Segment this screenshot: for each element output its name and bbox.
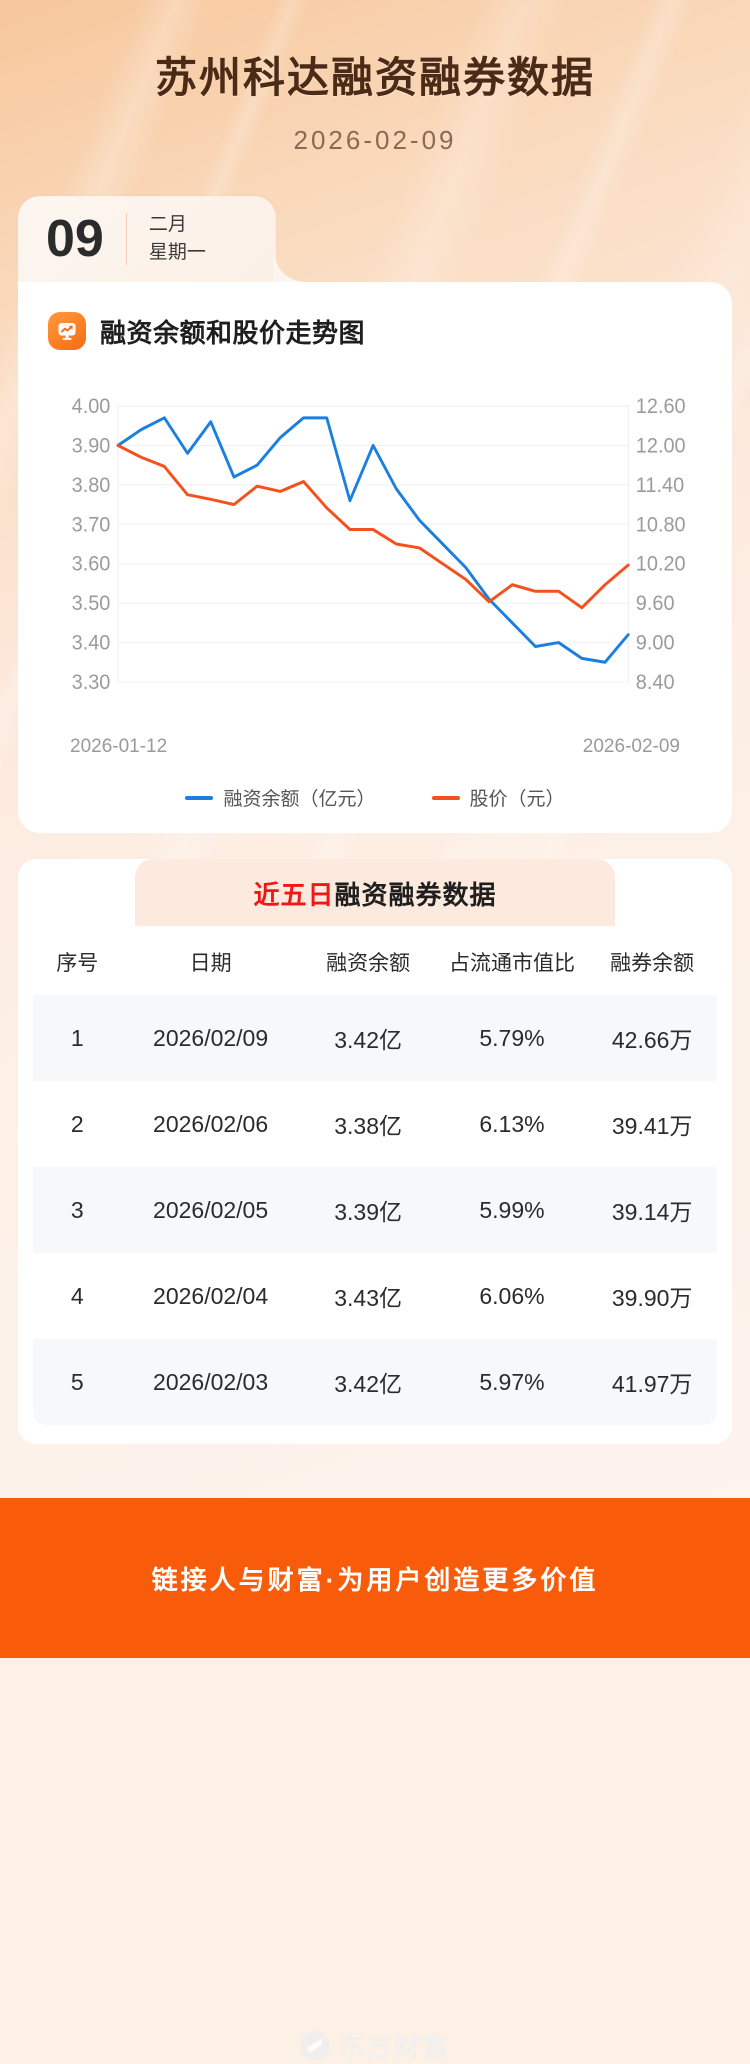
row-financing-balance: 3.42亿 [299,1339,437,1425]
y-axis-right-tick: 12.00 [636,434,686,458]
row-securities-balance: 42.66万 [587,995,717,1081]
row-index: 5 [33,1339,122,1425]
table-row: 4 2026/02/04 3.43亿 6.06% 39.90万 [33,1253,717,1339]
date-meta: 二月 星期一 [127,211,206,266]
row-securities-balance: 39.14万 [587,1167,717,1253]
column-header-securities-balance: 融券余额 [587,927,717,995]
row-securities-balance: 39.90万 [587,1253,717,1339]
row-securities-balance: 41.97万 [587,1339,717,1425]
watermark-logo-icon [299,2030,330,2061]
table-row: 3 2026/02/05 3.39亿 5.99% 39.14万 [33,1167,717,1253]
row-financing-balance: 3.43亿 [299,1253,437,1339]
chart-header: 融资余额和股价走势图 [18,308,732,350]
page-footer: 链接人与财富·为用户创造更多价值 [0,1422,750,1658]
row-financing-balance: 3.42亿 [299,995,437,1081]
y-axis-right-tick: 10.20 [636,552,686,576]
row-float-market-ratio: 5.79% [436,995,588,1081]
row-float-market-ratio: 6.06% [436,1253,588,1339]
page-title: 苏州科达融资融券数据 [154,54,595,101]
y-axis-right-tick: 12.60 [636,395,686,419]
row-date: 2026/02/06 [121,1081,300,1167]
row-index: 3 [33,1167,122,1253]
row-date: 2026/02/04 [121,1253,300,1339]
column-header-financing-balance: 融资余额 [299,927,437,995]
legend-item-price: 股价（元） [431,784,565,811]
column-header-float-market-ratio: 占流通市值比 [436,927,588,995]
legend-color-swatch [185,795,214,800]
x-axis-end-label: 2026-02-09 [582,736,680,757]
row-index: 2 [33,1081,122,1167]
row-date: 2026/02/05 [121,1167,300,1253]
y-axis-right-tick: 9.00 [636,631,675,655]
y-axis-left-tick: 3.30 [72,671,111,695]
row-securities-balance: 39.41万 [587,1081,717,1167]
line-chart: 4.00 12.60 3.90 12.00 3.80 11.40 3.70 10.80 3.60… [44,380,706,728]
footer-slogan: 链接人与财富·为用户创造更多价值 [151,1564,599,1595]
y-axis-right-tick: 8.40 [636,671,675,695]
column-header-index: 序号 [33,927,122,995]
chart-x-axis-labels: 2026-01-12 2026-02-09 [44,728,706,758]
y-axis-left-tick: 3.80 [72,473,111,497]
y-axis-right-tick: 9.60 [636,592,675,616]
y-axis-right-tick: 11.40 [636,473,684,497]
legend-label: 融资余额（亿元） [223,789,376,810]
watermark-text: 东方财富 [337,2032,451,2062]
y-axis-left-tick: 4.00 [72,395,111,419]
y-axis-right-tick: 10.80 [636,513,686,537]
column-header-date: 日期 [121,927,300,995]
table-row: 2 2026/02/06 3.38亿 6.13% 39.41万 [33,1081,717,1167]
date-divider [125,213,127,265]
row-float-market-ratio: 5.97% [436,1339,588,1425]
series-line-stock-price [116,443,630,610]
table-banner-rest: 融资融券数据 [334,880,497,910]
page-date-subtitle: 2026-02-09 [293,125,457,155]
table-banner-highlight: 近五日 [253,880,335,910]
table-header-row: 序号 日期 融资余额 占流通市值比 融券余额 [33,927,717,995]
y-axis-left-tick: 3.40 [72,631,111,655]
y-axis-left-tick: 3.90 [72,434,111,458]
date-weekday-label: 星期一 [148,242,206,263]
y-axis-left-tick: 3.60 [72,552,111,576]
date-month-label: 二月 [148,214,187,236]
chart-card: 融资余额和股价走势图 东方财富 4.0012.603.9012.003.8011… [18,282,732,833]
table-body: 1 2026/02/09 3.42亿 5.79% 42.66万 2 2026/02/06 3.… [33,995,717,1425]
date-badge-card: 09 二月 星期一 [18,196,304,282]
table-head: 序号 日期 融资余额 占流通市值比 融券余额 [33,927,717,995]
row-date: 2026/02/09 [121,995,300,1081]
chart-legend: 融资余额（亿元） 股价（元） [18,784,732,811]
row-index: 4 [33,1253,122,1339]
row-float-market-ratio: 6.13% [436,1081,588,1167]
row-float-market-ratio: 5.99% [436,1167,588,1253]
table-row: 5 2026/02/03 3.42亿 5.97% 41.97万 [33,1339,717,1425]
row-date: 2026/02/03 [121,1339,300,1425]
y-axis-left-tick: 3.70 [72,513,111,537]
legend-color-swatch [431,795,460,800]
table-banner-title: 近五日融资融券数据 [135,859,615,926]
date-day-number: 09 [46,210,104,268]
table-row: 1 2026/02/09 3.42亿 5.79% 42.66万 [33,995,717,1081]
footer-wave-orange [0,1560,750,1658]
watermark-table: 东方财富 [299,2027,451,2064]
row-index: 1 [33,995,122,1081]
y-axis-left-tick: 3.50 [72,592,111,616]
row-financing-balance: 3.38亿 [299,1081,437,1167]
x-axis-start-label: 2026-01-12 [70,736,168,757]
chart-title: 融资余额和股价走势图 [100,317,366,348]
chart-monitor-icon [48,312,86,350]
legend-label: 股价（元） [469,789,565,810]
series-line-financing-balance [116,416,630,664]
chart-plot-wrapper: 东方财富 4.0012.603.9012.003.8011.403.7010.8… [18,380,732,758]
row-financing-balance: 3.39亿 [299,1167,437,1253]
legend-item-financing: 融资余额（亿元） [185,784,376,811]
page-header: 苏州科达融资融券数据 2026-02-09 [0,0,750,156]
margin-trading-table: 序号 日期 融资余额 占流通市值比 融券余额 1 2026/02/09 3.42亿 5… [32,926,718,1426]
